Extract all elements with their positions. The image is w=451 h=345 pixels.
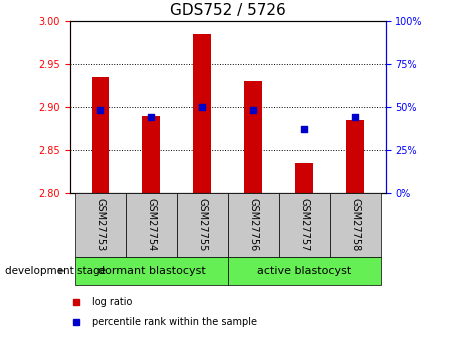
- Bar: [244, 81, 262, 193]
- Bar: [75, 193, 126, 257]
- Text: development stage: development stage: [5, 266, 106, 276]
- Bar: [295, 163, 313, 193]
- Text: GSM27757: GSM27757: [299, 198, 309, 252]
- Bar: [228, 257, 381, 285]
- Text: percentile rank within the sample: percentile rank within the sample: [92, 317, 257, 327]
- Text: GSM27754: GSM27754: [147, 198, 156, 252]
- Bar: [92, 77, 110, 193]
- Bar: [193, 34, 211, 193]
- Title: GDS752 / 5726: GDS752 / 5726: [170, 3, 285, 18]
- Text: GSM27755: GSM27755: [197, 198, 207, 252]
- Bar: [279, 193, 330, 257]
- Text: GSM27756: GSM27756: [248, 198, 258, 252]
- Point: [249, 108, 257, 113]
- Bar: [330, 193, 381, 257]
- Bar: [75, 257, 228, 285]
- Text: GSM27753: GSM27753: [96, 198, 106, 252]
- Point: [351, 115, 359, 120]
- Text: GSM27758: GSM27758: [350, 198, 360, 252]
- Bar: [177, 193, 228, 257]
- Point: [148, 115, 155, 120]
- Bar: [126, 193, 177, 257]
- Text: dormant blastocyst: dormant blastocyst: [97, 266, 205, 276]
- Bar: [346, 120, 364, 193]
- Text: active blastocyst: active blastocyst: [257, 266, 351, 276]
- Bar: [143, 116, 160, 193]
- Point: [300, 127, 308, 132]
- Text: log ratio: log ratio: [92, 297, 133, 307]
- Point: [97, 108, 104, 113]
- Bar: [228, 193, 279, 257]
- Point: [199, 104, 206, 110]
